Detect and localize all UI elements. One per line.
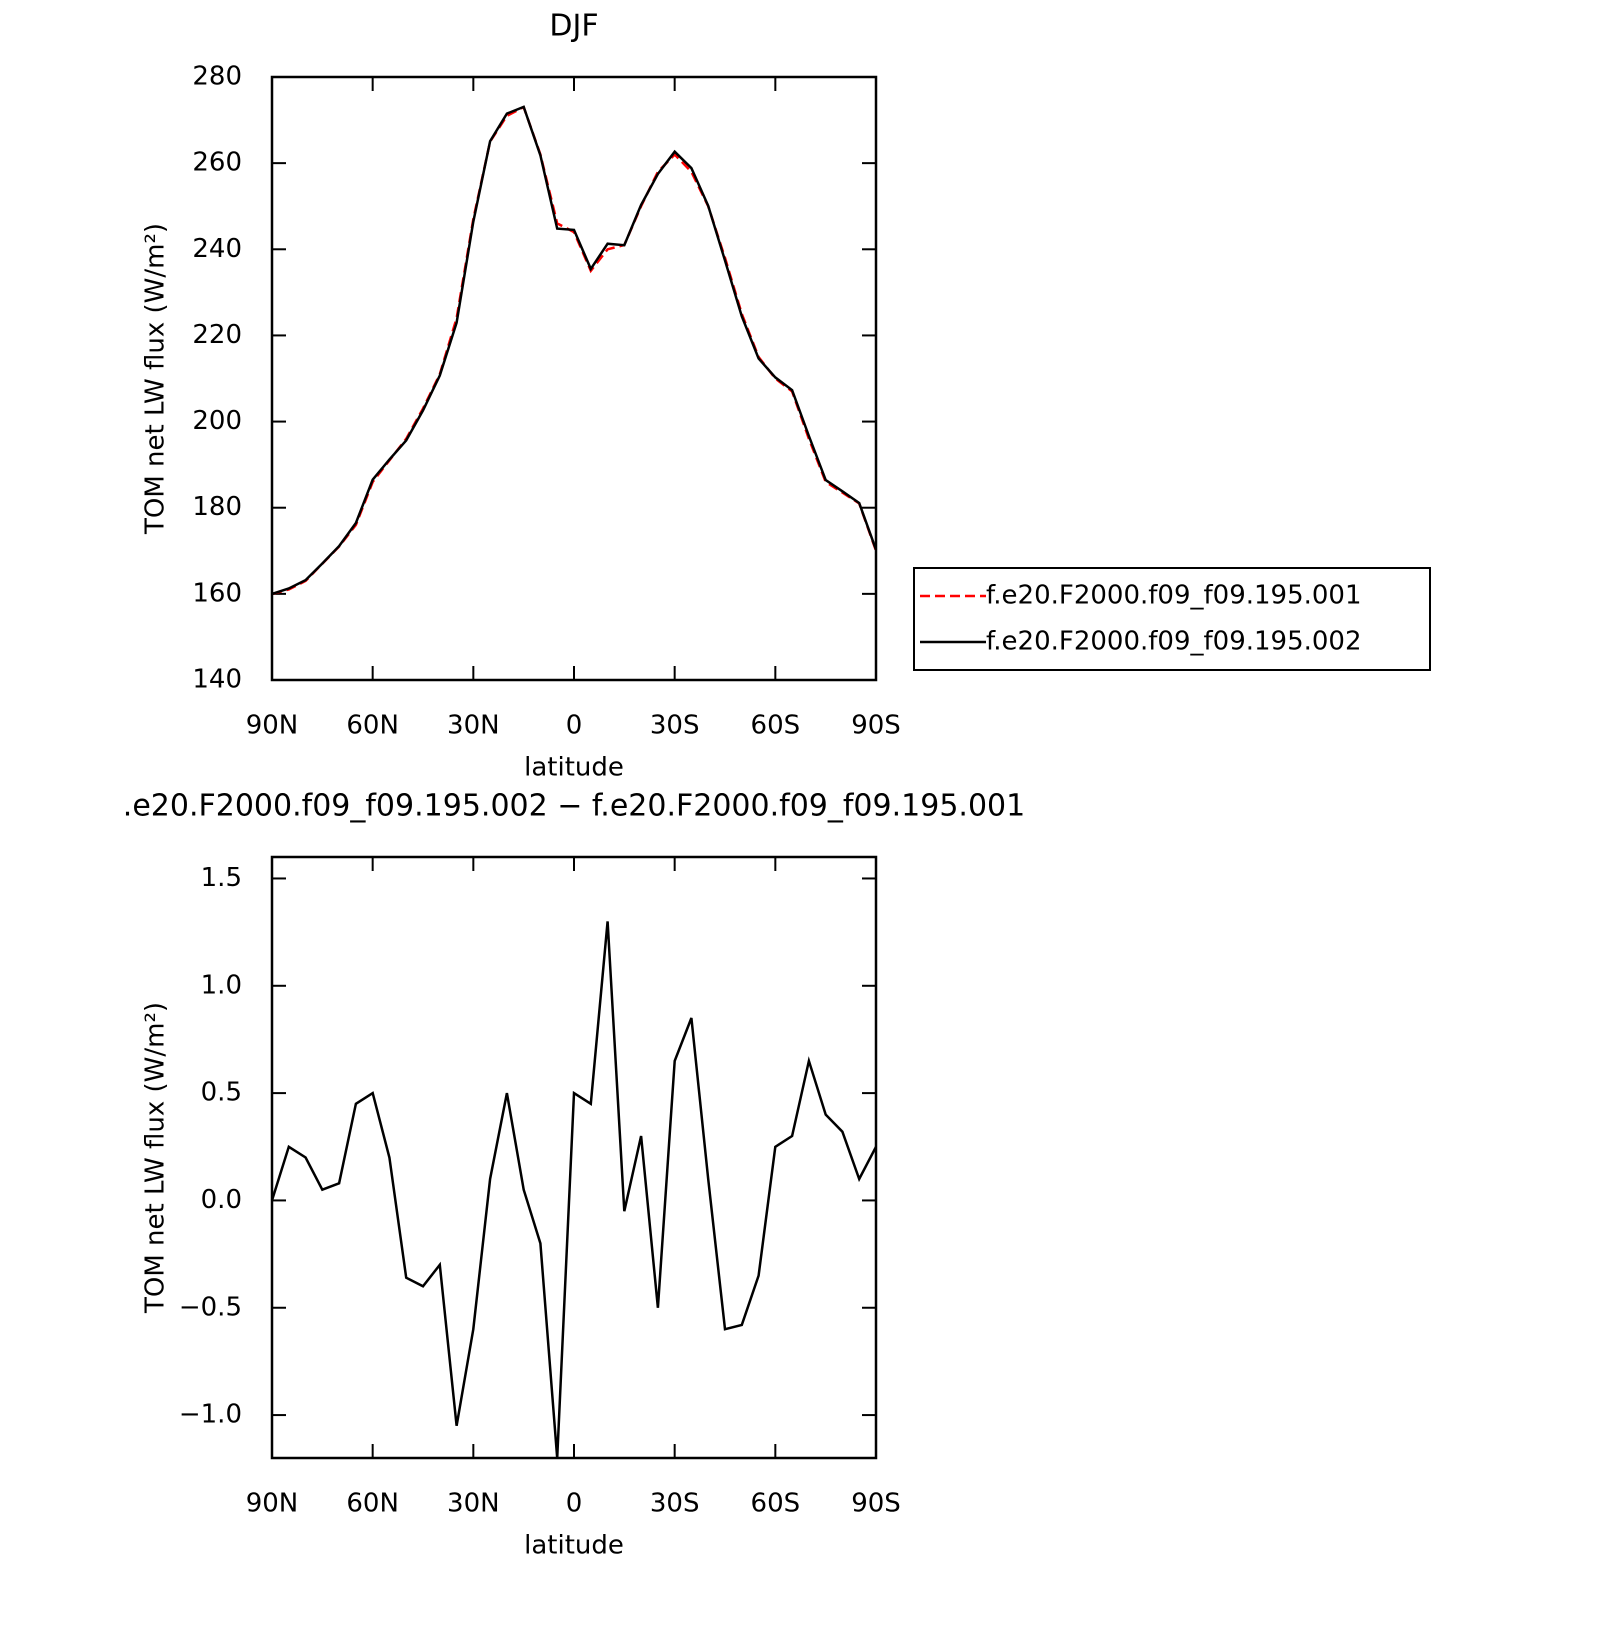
x-tick-label: 60N [346,1489,399,1519]
y-tick-label: 260 [192,148,242,178]
x-tick-label: 90N [246,711,299,741]
x-tick-label: 90S [851,711,901,741]
legend-label: f.e20.F2000.f09_f09.195.001 [986,581,1362,611]
x-tick-label: 0 [566,1489,583,1519]
y-tick-label: 180 [192,492,242,522]
y-tick-label: 1.0 [201,970,242,1000]
x-tick-label: 30N [447,711,500,741]
legend-label: f.e20.F2000.f09_f09.195.002 [986,627,1362,657]
y-tick-label: −0.5 [179,1292,242,1322]
y-tick-label: 160 [192,578,242,608]
y-axis-label: TOM net LW flux (W/m²) [141,1002,171,1314]
chart-title: .e20.F2000.f09_f09.195.002 − f.e20.F2000… [123,789,1025,824]
x-tick-label: 60N [346,711,399,741]
y-tick-label: 200 [192,406,242,436]
x-tick-label: 60S [751,711,801,741]
data-line [271,105,878,596]
x-tick-label: 60S [751,1489,801,1519]
y-tick-label: 280 [192,62,242,92]
y-tick-label: 0.0 [201,1185,242,1215]
data-line [270,921,878,1459]
x-axis-label: latitude [524,1531,624,1561]
chart-title: DJF [549,9,598,44]
x-axis-label: latitude [524,753,624,783]
y-tick-label: −1.0 [179,1400,242,1430]
y-tick-label: 140 [192,665,242,695]
data-line [271,105,878,596]
x-tick-label: 0 [566,711,583,741]
y-tick-label: 1.5 [201,863,242,893]
plot-frame [270,75,878,682]
x-tick-label: 90N [246,1489,299,1519]
x-tick-label: 30N [447,1489,500,1519]
y-axis-label: TOM net LW flux (W/m²) [141,223,171,535]
y-tick-label: 240 [192,234,242,264]
legend-box [913,567,1431,671]
plot-frame [270,855,878,1460]
x-tick-label: 90S [851,1489,901,1519]
y-tick-label: 0.5 [201,1078,242,1108]
x-tick-label: 30S [650,1489,700,1519]
y-tick-label: 220 [192,320,242,350]
x-tick-label: 30S [650,711,700,741]
